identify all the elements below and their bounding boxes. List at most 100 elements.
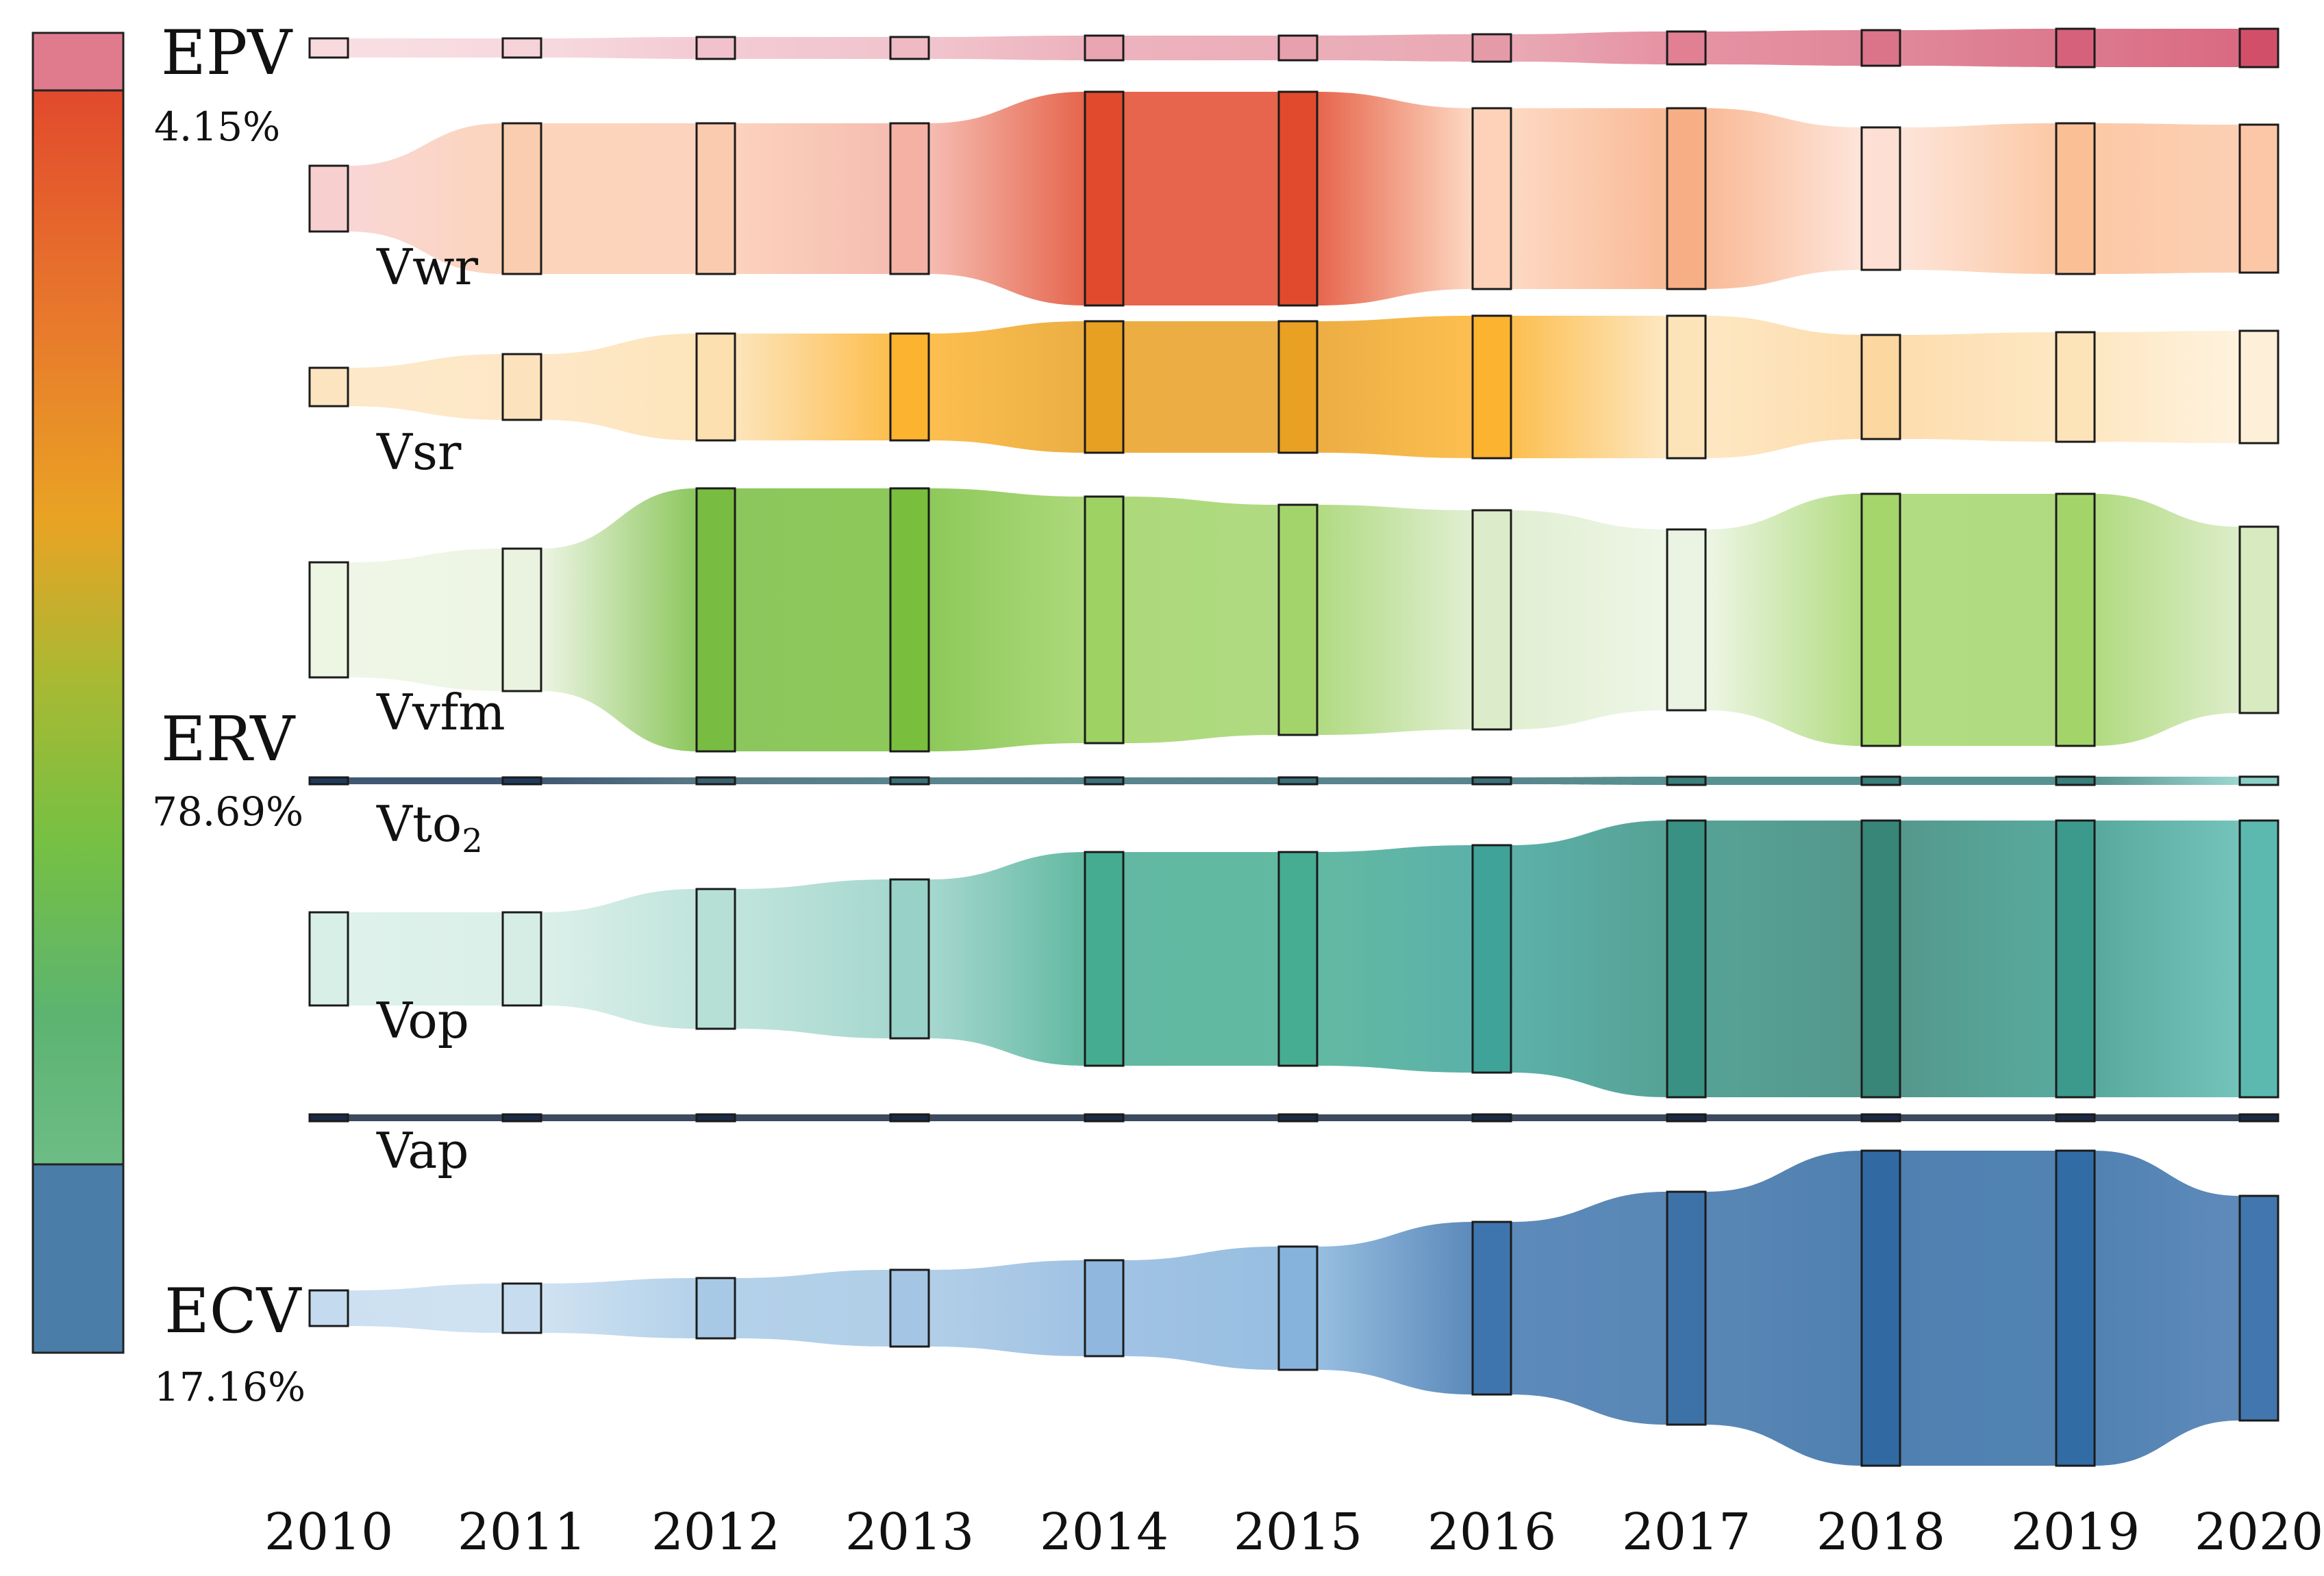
group-share-ecv: 17.16% (154, 1364, 305, 1410)
node-vvfm-2010 (308, 561, 349, 679)
group-share-erv: 78.69% (152, 788, 303, 835)
node-vto2-2020 (2238, 775, 2279, 786)
flow-link-vvfm-2012-2013 (735, 488, 890, 751)
group-name-ecv: ECV (164, 1275, 303, 1347)
flow-link-vvfm-2016-2017 (1511, 510, 1667, 729)
node-epv-2012 (695, 36, 736, 60)
flow-link-vvfm-2010-2011 (348, 549, 503, 691)
series-label-vvfm: Vvfm (376, 684, 505, 741)
flow-link-vsr-2011-2012 (541, 334, 697, 440)
series-labels: Vwr Vsr Vvfm Vto2 Vop Vap (376, 238, 505, 1179)
year-label-2010: 2010 (264, 1503, 393, 1562)
flow-link-vwr-2018-2019 (1900, 123, 2056, 274)
node-epv-2019 (2055, 27, 2096, 68)
flow-link-vsr-2013-2014 (929, 321, 1085, 453)
series-label-vwr: Vwr (376, 238, 479, 296)
year-label-2017: 2017 (1622, 1503, 1751, 1562)
node-vvfm-2011 (501, 547, 542, 692)
flow-link-vop-2015-2016 (1317, 845, 1473, 1073)
flow-link-vsr-2018-2019 (1900, 332, 2056, 442)
flow-link-vap-2010-2011 (348, 1114, 503, 1121)
node-vwr-2013 (889, 122, 930, 275)
node-vop-2010 (308, 911, 349, 1007)
node-vap-2014 (1084, 1113, 1125, 1123)
flow-link-vwr-2014-2015 (1123, 92, 1279, 305)
year-label-2014: 2014 (1040, 1503, 1169, 1562)
node-vop-2011 (501, 911, 542, 1007)
node-vsr-2015 (1277, 320, 1319, 454)
series-label-vto2: Vto2 (376, 795, 483, 860)
node-vop-2013 (889, 878, 930, 1040)
group-name-erv: ERV (161, 703, 296, 775)
flow-link-vap-2011-2012 (541, 1114, 697, 1121)
flow-link-vto2-2019-2020 (2095, 777, 2240, 785)
node-vvfm-2019 (2055, 492, 2096, 747)
node-vap-2016 (1471, 1113, 1512, 1123)
flow-link-epv-2012-2013 (735, 37, 890, 59)
node-vto2-2012 (695, 776, 736, 786)
flow-link-vwr-2011-2012 (541, 123, 697, 274)
node-epv-2015 (1277, 34, 1319, 62)
flow-link-vop-2011-2012 (541, 889, 697, 1029)
flow-link-vvfm-2019-2020 (2095, 494, 2240, 746)
node-vwr-2017 (1666, 107, 1707, 290)
node-ecv-2010 (308, 1289, 349, 1327)
year-label-2019: 2019 (2011, 1503, 2140, 1562)
node-vvfm-2018 (1860, 492, 1901, 747)
node-vwr-2020 (2238, 123, 2279, 274)
node-vwr-2012 (695, 122, 736, 275)
flow-link-vap-2013-2014 (929, 1114, 1085, 1121)
flow-link-vap-2018-2019 (1900, 1114, 2056, 1121)
year-label-2020: 2020 (2195, 1503, 2323, 1562)
node-vvfm-2017 (1666, 528, 1707, 712)
flow-link-epv-2017-2018 (1705, 30, 1862, 66)
group-label-ecv: ECV 17.16% (154, 1275, 305, 1410)
year-label-2016: 2016 (1427, 1503, 1556, 1562)
flow-link-epv-2011-2012 (541, 37, 697, 59)
flow-link-ecv-2016-2017 (1511, 1192, 1667, 1425)
flow-link-vop-2013-2014 (929, 852, 1085, 1066)
node-vap-2015 (1277, 1113, 1319, 1123)
flow-link-vap-2015-2016 (1317, 1114, 1473, 1121)
flow-link-ecv-2017-2018 (1705, 1151, 1862, 1466)
node-vsr-2011 (501, 353, 542, 421)
node-epv-2010 (308, 37, 349, 59)
flow-link-vto2-2015-2016 (1317, 777, 1473, 784)
flow-link-vwr-2010-2011 (348, 123, 503, 274)
colorbar-segment-ecv (32, 1163, 125, 1354)
colorbar-segment-erv (32, 89, 125, 1166)
node-vsr-2018 (1860, 334, 1901, 440)
node-epv-2016 (1471, 33, 1512, 63)
node-vap-2011 (501, 1113, 542, 1123)
node-vsr-2017 (1666, 314, 1707, 460)
node-ecv-2016 (1471, 1221, 1512, 1396)
flow-link-vop-2012-2013 (735, 879, 890, 1038)
node-vop-2012 (695, 888, 736, 1030)
flow-link-epv-2010-2011 (348, 38, 503, 58)
node-vop-2015 (1277, 851, 1319, 1067)
flow-link-vap-2017-2018 (1705, 1114, 1862, 1121)
flow-link-epv-2013-2014 (929, 36, 1085, 60)
flow-link-vsr-2014-2015 (1123, 321, 1279, 453)
node-vsr-2014 (1084, 320, 1125, 454)
node-vop-2020 (2238, 819, 2279, 1099)
node-vop-2018 (1860, 819, 1901, 1099)
series-label-vop: Vop (376, 992, 469, 1049)
flow-link-vsr-2017-2018 (1705, 316, 1862, 458)
node-ecv-2014 (1084, 1259, 1125, 1358)
flow-link-vwr-2015-2016 (1317, 92, 1473, 305)
flow-link-epv-2018-2019 (1900, 29, 2056, 67)
node-ecv-2015 (1277, 1245, 1319, 1371)
node-vto2-2017 (1666, 775, 1707, 786)
flow-link-vto2-2013-2014 (929, 777, 1085, 784)
node-vsr-2020 (2238, 329, 2279, 445)
node-vto2-2015 (1277, 776, 1319, 786)
node-vto2-2019 (2055, 775, 2096, 786)
node-vto2-2016 (1471, 776, 1512, 786)
node-ecv-2013 (889, 1268, 930, 1348)
flow-link-vto2-2017-2018 (1705, 777, 1862, 785)
flow-link-vwr-2013-2014 (929, 92, 1085, 305)
node-vvfm-2013 (889, 487, 930, 753)
node-vwr-2010 (308, 164, 349, 233)
